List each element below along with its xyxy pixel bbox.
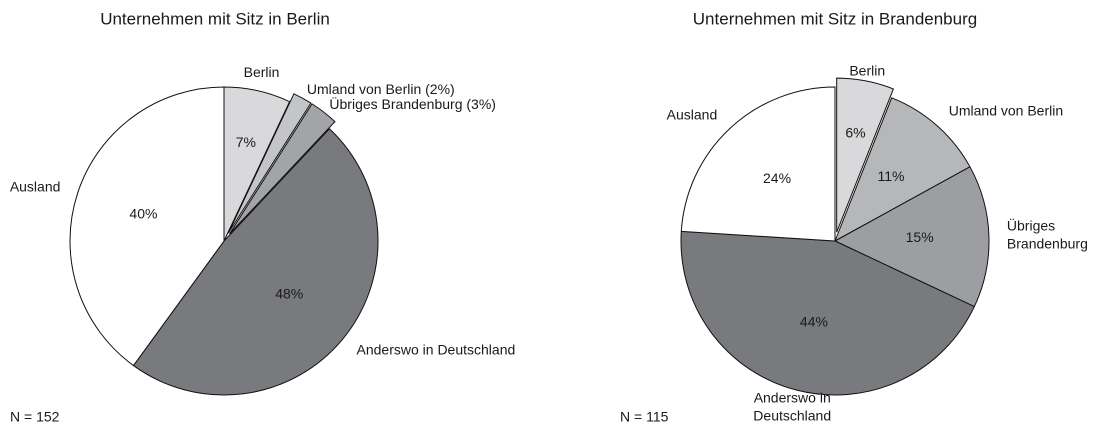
value-label: 44% — [800, 314, 828, 330]
category-label: Anderswo in Deutschland — [753, 389, 831, 423]
pie-slice — [836, 77, 895, 233]
value-label: 7% — [236, 134, 256, 150]
value-label: 24% — [763, 170, 791, 186]
category-label: Ausland — [667, 106, 718, 122]
category-label: Übriges Brandenburg (3%) — [329, 95, 496, 112]
value-label: 11% — [878, 168, 905, 184]
category-label: Berlin — [244, 64, 280, 80]
pie-slice — [227, 93, 312, 234]
note: N = 152 — [10, 409, 60, 425]
chart-title: Unternehmen mit Sitz in Berlin — [100, 9, 330, 28]
note: N = 115 — [620, 409, 669, 425]
category-label: Umland von Berlin — [949, 103, 1063, 119]
category-label: Übriges Brandenburg — [1007, 216, 1088, 251]
category-label: Berlin — [849, 63, 885, 79]
pie-slice — [833, 166, 990, 308]
pie-slice — [680, 86, 836, 242]
category-label: Anderswo in Deutschland — [357, 341, 516, 357]
value-label: 40% — [129, 206, 157, 222]
category-label: Umland von Berlin (2%) — [307, 81, 455, 97]
pie-slice — [132, 128, 379, 396]
category-label: Ausland — [10, 179, 61, 195]
pie-slice — [69, 86, 225, 367]
value-label: 48% — [275, 286, 303, 302]
value-label: 6% — [845, 125, 865, 141]
chart-title: Unternehmen mit Sitz in Brandenburg — [693, 9, 977, 28]
pie-slice — [834, 97, 971, 243]
pie-slice — [680, 230, 976, 396]
pie-slice — [229, 103, 336, 235]
value-label: 15% — [906, 229, 934, 245]
